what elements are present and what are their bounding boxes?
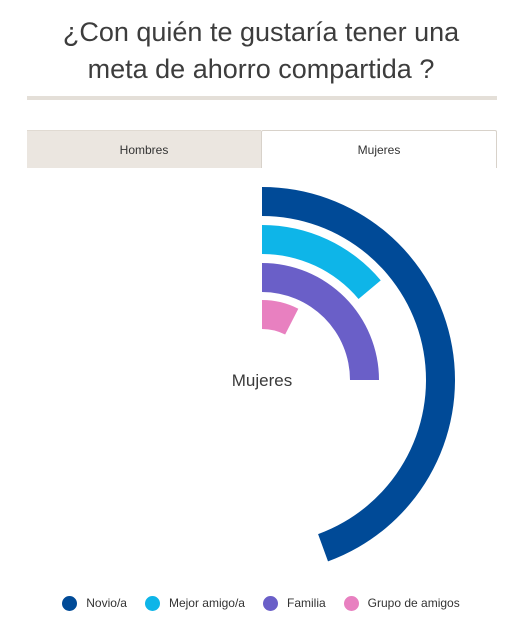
legend-dot-grupo <box>343 595 359 611</box>
legend-item-novio[interactable]: Novio/a <box>62 595 127 611</box>
chart-title: ¿Con quién te gustaría tener una meta de… <box>0 14 522 88</box>
legend-label-familia: Familia <box>286 596 326 610</box>
tab-hombres[interactable]: Hombres <box>27 130 261 168</box>
legend-dot-familia <box>262 595 278 611</box>
legend-item-grupo[interactable]: Grupo de amigos <box>343 595 460 611</box>
tab-bar: Hombres Mujeres <box>27 130 497 168</box>
legend-label-grupo: Grupo de amigos <box>367 596 460 610</box>
legend-dot-mejor-amigo <box>144 595 160 611</box>
legend-item-mejor-amigo[interactable]: Mejor amigo/a <box>144 595 245 611</box>
legend-label-mejor-amigo: Mejor amigo/a <box>168 596 245 610</box>
legend-item-familia[interactable]: Familia <box>262 595 326 611</box>
chart-legend: Novio/a Mejor amigo/a Familia Grupo de a… <box>0 590 522 616</box>
title-line-2: meta de ahorro compartida ? <box>87 54 435 84</box>
tab-mujeres-label: Mujeres <box>357 142 401 157</box>
chart-bars <box>262 187 455 562</box>
tab-mujeres[interactable]: Mujeres <box>261 130 497 168</box>
legend-label-novio: Novio/a <box>86 596 127 610</box>
legend-dot-novio <box>62 595 78 611</box>
title-divider <box>27 96 497 100</box>
tab-hombres-label: Hombres <box>119 142 169 157</box>
radial-bar-mejor-amigo[interactable] <box>262 225 381 300</box>
radial-bar-grupo[interactable] <box>262 300 299 335</box>
chart-center-label: Mujeres <box>232 371 292 390</box>
radial-bar-familia[interactable] <box>262 263 379 380</box>
radial-bar-chart: Mujeres <box>232 187 455 562</box>
title-line-1: ¿Con quién te gustaría tener una <box>62 17 460 47</box>
radial-bar-novio[interactable] <box>262 187 455 562</box>
